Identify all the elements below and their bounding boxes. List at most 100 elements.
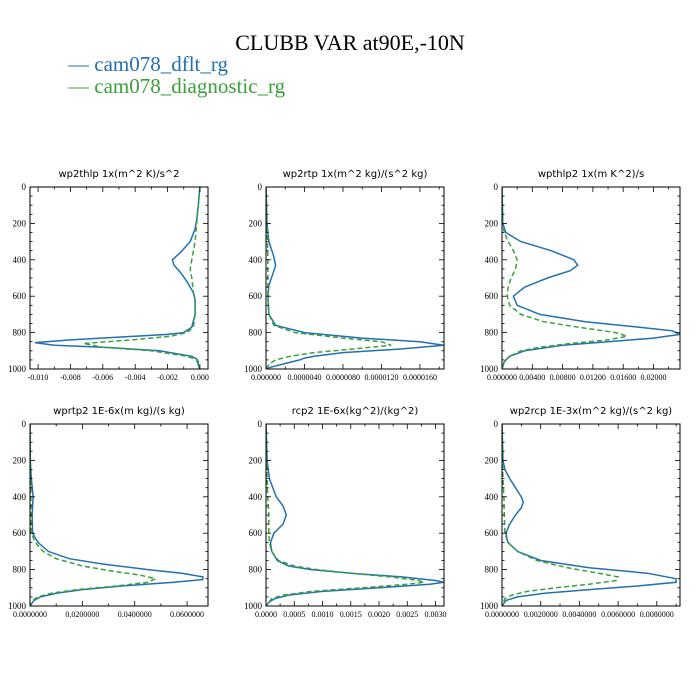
panel-title: wprtp2 1E-6x(m kg)/(s kg) (53, 406, 185, 417)
y-tick-label: 800 (13, 565, 27, 575)
x-tick-label: 0.0025 (396, 610, 418, 619)
x-tick-label: 0.0080000 (640, 610, 674, 619)
series-line-dflt (34, 187, 201, 369)
series-line-diagnostic (502, 424, 620, 606)
x-tick-label: 0.0000040 (287, 373, 321, 382)
panel-4: wprtp2 1E-6x(m kg)/(s kg) 0 200 400 600 800 10… (8, 406, 209, 619)
panel-title: wpthlp2 1x(m K^2)/s (538, 169, 644, 180)
x-tick-label: -0.006 (92, 373, 113, 382)
x-tick-label: 0.0400000 (118, 610, 152, 619)
plot-frame (29, 186, 209, 370)
legend-entry-dflt: — cam078_dflt_rg (68, 52, 229, 76)
series-line-dflt (266, 424, 444, 606)
x-tick-label: 0.0200000 (65, 610, 99, 619)
series-line-dflt (30, 424, 204, 606)
panel-title: rcp2 1E-6x(kg^2)/(kg^2) (292, 406, 419, 417)
y-tick-label: 1000 (8, 601, 27, 611)
x-tick-label: 0.000 (191, 373, 209, 382)
y-tick-label: 1000 (8, 364, 27, 374)
panel-title: wp2rtp 1x(m^2 kg)/(s^2 kg) (283, 169, 428, 180)
series-line-dflt (502, 187, 680, 369)
series-line-dflt (502, 424, 677, 606)
y-tick-label: 0 (494, 419, 499, 429)
panel-title: wp2thlp 1x(m^2 K)/s^2 (58, 169, 179, 180)
y-tick-label: 400 (249, 492, 263, 502)
x-tick-label: 0.0005 (283, 610, 305, 619)
x-tick-label: -0.002 (157, 373, 178, 382)
y-tick-label: 0 (258, 419, 263, 429)
y-tick-label: 600 (249, 291, 263, 301)
x-tick-label: 0.00800 (550, 373, 576, 382)
x-tick-label: 0.0600000 (170, 610, 204, 619)
y-tick-label: 200 (249, 218, 263, 228)
x-tick-label: 0.0020000 (524, 610, 558, 619)
y-tick-label: 600 (249, 528, 263, 538)
y-tick-label: 400 (485, 492, 499, 502)
y-tick-label: 400 (485, 255, 499, 265)
x-tick-label: 0.000000 (251, 373, 281, 382)
panel-1: wp2thlp 1x(m^2 K)/s^202004006008001000-0… (8, 169, 209, 382)
x-tick-label: 0.00400 (519, 373, 545, 382)
y-tick-label: 200 (485, 455, 499, 465)
series-line-diagnostic (266, 424, 425, 606)
y-tick-label: 1000 (480, 364, 499, 374)
y-tick-label: 600 (485, 291, 499, 301)
y-tick-label: 0 (258, 182, 263, 192)
x-tick-label: 0.0015 (340, 610, 362, 619)
y-tick-label: 400 (13, 492, 27, 502)
plot-frame (29, 423, 209, 607)
y-tick-label: 800 (249, 565, 263, 575)
x-tick-label: 0.0000 (255, 610, 277, 619)
x-tick-label: 0.0040000 (562, 610, 596, 619)
y-tick-label: 400 (249, 255, 263, 265)
panel-3: wpthlp2 1x(m K^2)/s020040060080010000.00… (480, 169, 681, 382)
x-tick-label: 0.0000080 (326, 373, 360, 382)
legend-entry-diagnostic: — cam078_diagnostic_rg (68, 74, 286, 98)
y-tick-label: 400 (13, 255, 27, 265)
y-tick-label: 200 (485, 218, 499, 228)
x-tick-label: 0.0000120 (364, 373, 398, 382)
y-tick-label: 200 (249, 455, 263, 465)
y-tick-label: 600 (13, 528, 27, 538)
x-tick-label: 0.02000 (640, 373, 666, 382)
y-tick-label: 0 (494, 182, 499, 192)
series-line-dflt (266, 187, 444, 369)
y-tick-label: 200 (13, 455, 27, 465)
y-tick-label: 1000 (244, 364, 263, 374)
y-tick-label: 800 (13, 328, 27, 338)
panel-2: wp2rtp 1x(m^2 kg)/(s^2 kg) 0 200 400 600 800 1… (244, 169, 445, 382)
x-tick-label: 0.0030 (425, 610, 447, 619)
x-tick-label: -0.008 (60, 373, 81, 382)
series-line-diagnostic (30, 424, 158, 606)
x-tick-label: 0.01600 (610, 373, 636, 382)
plot-frame (501, 423, 681, 607)
x-tick-label: 0.0000160 (403, 373, 437, 382)
x-tick-label: -0.004 (125, 373, 146, 382)
panel-6: wp2rcp 1E-3x(m^2 kg)/(s^2 kg) 0 200 400 600 8… (480, 406, 681, 619)
y-tick-label: 600 (485, 528, 499, 538)
series-line-diagnostic (266, 187, 392, 369)
x-tick-label: 0.0000000 (485, 610, 519, 619)
figure-title: CLUBB VAR at90E,-10N (235, 30, 465, 55)
y-tick-label: 1000 (480, 601, 499, 611)
y-tick-label: 0 (22, 419, 27, 429)
x-tick-label: 0.0060000 (601, 610, 635, 619)
y-tick-label: 800 (249, 328, 263, 338)
y-tick-label: 800 (485, 328, 499, 338)
series-line-diagnostic (502, 187, 628, 369)
y-tick-label: 0 (22, 182, 27, 192)
panel-5: rcp2 1E-6x(kg^2)/(kg^2) 0 200 400 600 800 1000… (244, 406, 447, 619)
x-tick-label: -0.010 (28, 373, 49, 382)
x-tick-label: 0.0000000 (13, 610, 47, 619)
series-line-diagnostic (83, 187, 201, 369)
x-tick-label: 0.000000 (487, 373, 517, 382)
y-tick-label: 200 (13, 218, 27, 228)
x-tick-label: 0.0010 (312, 610, 334, 619)
panel-title: wp2rcp 1E-3x(m^2 kg)/(s^2 kg) (510, 406, 673, 417)
x-tick-label: 0.0020 (368, 610, 390, 619)
y-tick-label: 600 (13, 291, 27, 301)
y-tick-label: 1000 (244, 601, 263, 611)
x-tick-label: 0.01200 (580, 373, 606, 382)
y-tick-label: 800 (485, 565, 499, 575)
